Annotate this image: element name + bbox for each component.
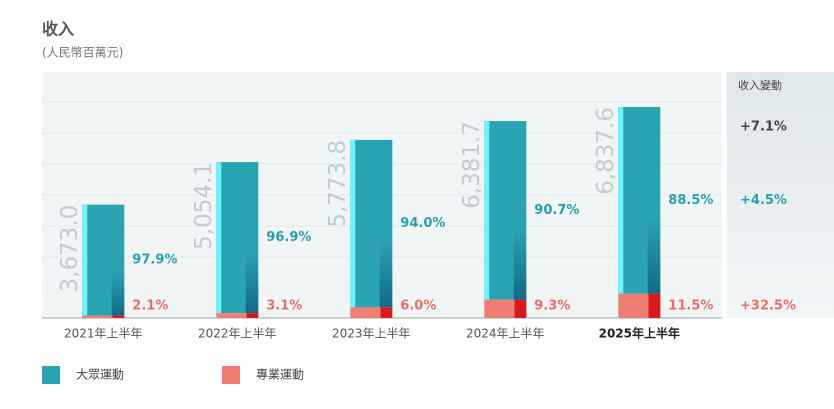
change-label: +32.5%: [740, 299, 796, 314]
total-label: 6,381.7: [459, 121, 485, 209]
bar-hl: [82, 204, 88, 316]
title: 收入: [42, 20, 74, 39]
total-label: 5,773.8: [325, 140, 351, 228]
legend-label: 大眾運動: [76, 368, 124, 382]
bar-hl: [484, 121, 490, 300]
change-bg: [727, 72, 834, 318]
total-label: 3,673.0: [57, 205, 83, 293]
subtitle: (人民幣百萬元): [42, 46, 123, 60]
bar-pro-dark: [246, 313, 259, 318]
change-label: +4.5%: [740, 193, 787, 208]
pro-label: 11.5%: [668, 299, 713, 314]
x-tick-label: 2025年上半年: [599, 326, 680, 341]
bar-pro: [216, 313, 259, 318]
bar-hl: [216, 162, 222, 314]
bar-pro-dark: [514, 299, 527, 318]
change-label: +7.1%: [740, 120, 787, 135]
pro-label: 3.1%: [266, 299, 302, 314]
legend-label: 專業運動: [256, 368, 304, 382]
bar-pro-dark: [112, 315, 125, 318]
x-tick-label: 2022年上半年: [198, 327, 277, 341]
mass-label: 88.5%: [668, 193, 713, 208]
bar-hl: [618, 107, 624, 294]
total-label: 6,837.6: [593, 107, 619, 195]
bar-shade: [245, 162, 259, 314]
legend-swatch: [42, 366, 60, 384]
bar-shade: [647, 107, 661, 294]
bar-pro: [350, 307, 393, 318]
bar-pro-dark: [380, 307, 393, 318]
x-tick-label: 2023年上半年: [332, 327, 411, 341]
mass-label: 96.9%: [266, 230, 311, 245]
total-label: 5,054.1: [191, 162, 217, 250]
mass-label: 90.7%: [534, 203, 579, 218]
bar-shade: [111, 204, 125, 316]
bar-pro: [82, 315, 125, 318]
bar-shade: [379, 139, 393, 308]
bar-pro-dark: [648, 293, 661, 318]
change-title: 收入變動: [738, 78, 782, 92]
x-tick-label: 2024年上半年: [466, 327, 545, 341]
bar-hl: [350, 139, 356, 308]
mass-label: 94.0%: [400, 216, 445, 231]
pro-label: 2.1%: [132, 299, 168, 314]
pro-label: 9.3%: [534, 299, 570, 314]
x-tick-label: 2021年上半年: [64, 327, 143, 341]
mass-label: 97.9%: [132, 253, 177, 268]
bar-shade: [513, 121, 527, 300]
pro-label: 6.0%: [400, 299, 436, 314]
legend-swatch: [222, 366, 240, 384]
